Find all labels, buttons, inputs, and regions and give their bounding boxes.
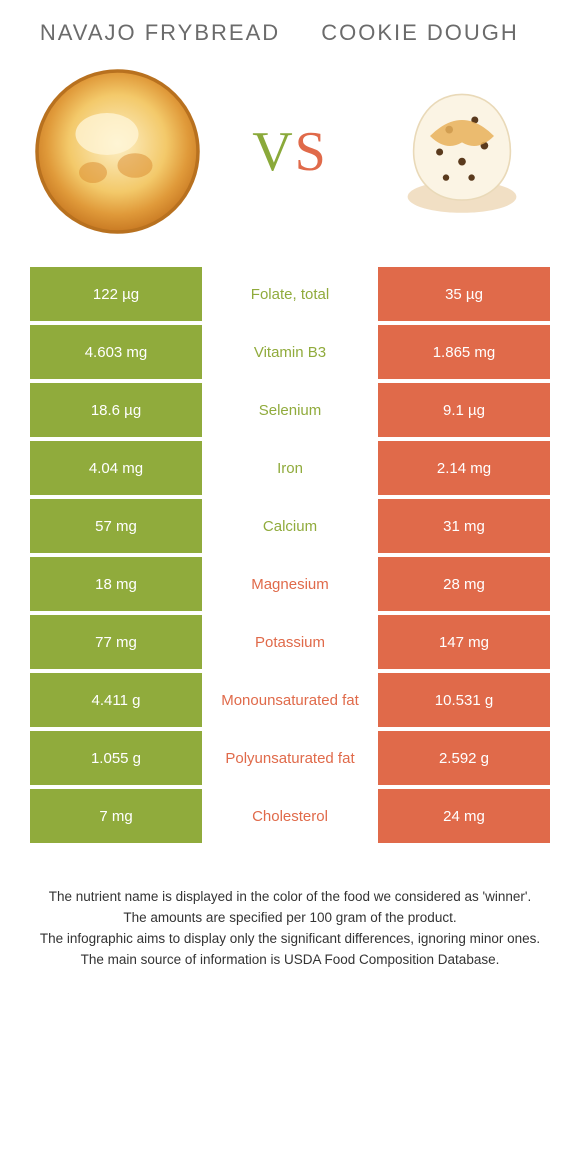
nutrient-label: Calcium [202, 499, 378, 553]
table-row: 4.04 mgIron2.14 mg [30, 441, 550, 495]
right-food-title: COOKIE DOUGH [290, 20, 550, 46]
left-value: 1.055 g [30, 731, 202, 785]
left-value: 57 mg [30, 499, 202, 553]
table-row: 18.6 µgSelenium9.1 µg [30, 383, 550, 437]
table-row: 57 mgCalcium31 mg [30, 499, 550, 553]
footer-line: The main source of information is USDA F… [36, 950, 544, 971]
table-row: 18 mgMagnesium28 mg [30, 557, 550, 611]
footer-notes: The nutrient name is displayed in the co… [30, 887, 550, 971]
right-value: 31 mg [378, 499, 550, 553]
right-value: 2.14 mg [378, 441, 550, 495]
vs-s: S [295, 121, 328, 183]
right-value: 35 µg [378, 267, 550, 321]
left-value: 18 mg [30, 557, 202, 611]
image-row: VS [30, 64, 550, 239]
table-row: 1.055 gPolyunsaturated fat2.592 g [30, 731, 550, 785]
left-value: 7 mg [30, 789, 202, 843]
frybread-image [30, 64, 205, 239]
right-value: 28 mg [378, 557, 550, 611]
nutrient-label: Iron [202, 441, 378, 495]
nutrient-label: Monounsaturated fat [202, 673, 378, 727]
right-value: 10.531 g [378, 673, 550, 727]
left-value: 4.603 mg [30, 325, 202, 379]
left-value: 4.411 g [30, 673, 202, 727]
footer-line: The infographic aims to display only the… [36, 929, 544, 950]
nutrient-label: Cholesterol [202, 789, 378, 843]
nutrient-table: 122 µgFolate, total35 µg4.603 mgVitamin … [30, 267, 550, 843]
right-value: 147 mg [378, 615, 550, 669]
cookie-dough-image [375, 64, 550, 239]
table-row: 4.411 gMonounsaturated fat10.531 g [30, 673, 550, 727]
right-value: 24 mg [378, 789, 550, 843]
nutrient-label: Magnesium [202, 557, 378, 611]
left-value: 77 mg [30, 615, 202, 669]
footer-line: The nutrient name is displayed in the co… [36, 887, 544, 908]
table-row: 77 mgPotassium147 mg [30, 615, 550, 669]
left-food-title: NAVAJO FRYBREAD [30, 20, 290, 46]
right-value: 9.1 µg [378, 383, 550, 437]
vs-label: VS [252, 120, 328, 184]
right-value: 2.592 g [378, 731, 550, 785]
table-row: 7 mgCholesterol24 mg [30, 789, 550, 843]
nutrient-label: Vitamin B3 [202, 325, 378, 379]
left-value: 18.6 µg [30, 383, 202, 437]
left-value: 122 µg [30, 267, 202, 321]
right-value: 1.865 mg [378, 325, 550, 379]
nutrient-label: Polyunsaturated fat [202, 731, 378, 785]
nutrient-label: Potassium [202, 615, 378, 669]
left-value: 4.04 mg [30, 441, 202, 495]
table-row: 4.603 mgVitamin B31.865 mg [30, 325, 550, 379]
vs-v: V [252, 121, 294, 183]
nutrient-label: Selenium [202, 383, 378, 437]
nutrient-label: Folate, total [202, 267, 378, 321]
header: NAVAJO FRYBREAD COOKIE DOUGH [30, 20, 550, 46]
table-row: 122 µgFolate, total35 µg [30, 267, 550, 321]
footer-line: The amounts are specified per 100 gram o… [36, 908, 544, 929]
